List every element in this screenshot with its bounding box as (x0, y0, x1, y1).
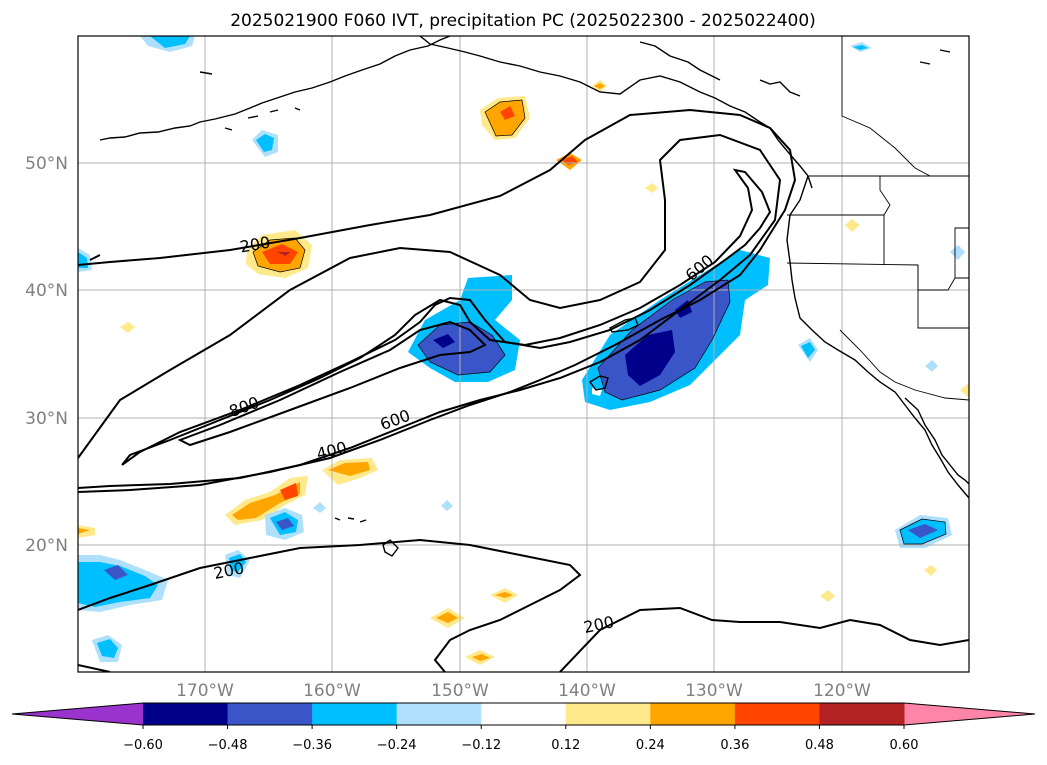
political-boundaries (786, 36, 969, 401)
map-content: 200 200 200 400 600 600 800 (78, 36, 969, 672)
lat-label-40n: 40°N (25, 281, 68, 301)
lat-label-50n: 50°N (25, 154, 68, 174)
lon-label-150w: 150°W (431, 681, 489, 701)
colorbar-extend-high (904, 703, 1035, 725)
lat-label-20n: 20°N (25, 536, 68, 556)
ivt-contours (78, 108, 969, 672)
latitude-labels: 50°N 40°N 30°N 20°N (25, 154, 68, 556)
colorbar-segment (565, 703, 651, 725)
anomaly-outlines (252, 99, 947, 545)
colorbar-segment (734, 703, 820, 725)
colorbar-segment (396, 703, 482, 725)
colorbar-tick-label: −0.36 (292, 738, 332, 753)
colorbar-extend-low (12, 703, 143, 725)
colorbar-tick-label: 0.60 (890, 738, 919, 753)
lon-label-120w: 120°W (813, 681, 871, 701)
colorbar-tick-label: −0.24 (377, 738, 417, 753)
colorbar-tick-label: 0.24 (636, 738, 665, 753)
lon-label-130w: 130°W (685, 681, 743, 701)
colorbar-tick-label: 0.36 (720, 738, 749, 753)
colorbar-segment (819, 703, 905, 725)
colorbar-segment (143, 703, 229, 725)
map-background (78, 36, 969, 672)
colorbar-segment (312, 703, 398, 725)
colorbar-tick-label: −0.60 (123, 738, 163, 753)
colorbar-tick-label: 0.12 (551, 738, 580, 753)
colorbar-tick-label: −0.48 (208, 738, 248, 753)
lat-label-30n: 30°N (25, 409, 68, 429)
colorbar-tick-label: 0.48 (805, 738, 834, 753)
colorbar-segment (227, 703, 313, 725)
colorbar-segment (650, 703, 736, 725)
colorbar-segment (481, 703, 567, 725)
lon-label-170w: 170°W (176, 681, 234, 701)
coastlines (99, 36, 969, 557)
colorbar-tick-label: −0.12 (461, 738, 501, 753)
lon-label-160w: 160°W (303, 681, 361, 701)
lon-label-140w: 140°W (558, 681, 616, 701)
graticule (78, 36, 969, 672)
map-title: 2025021900 F060 IVT, precipitation PC (2… (230, 11, 816, 31)
longitude-labels: 170°W 160°W 150°W 140°W 130°W 120°W (176, 681, 871, 701)
colorbar: −0.60 −0.48 −0.36 −0.24 −0.12 0.12 0.24 0.36 0.4… (11, 702, 1036, 753)
map-frame (77, 35, 970, 673)
